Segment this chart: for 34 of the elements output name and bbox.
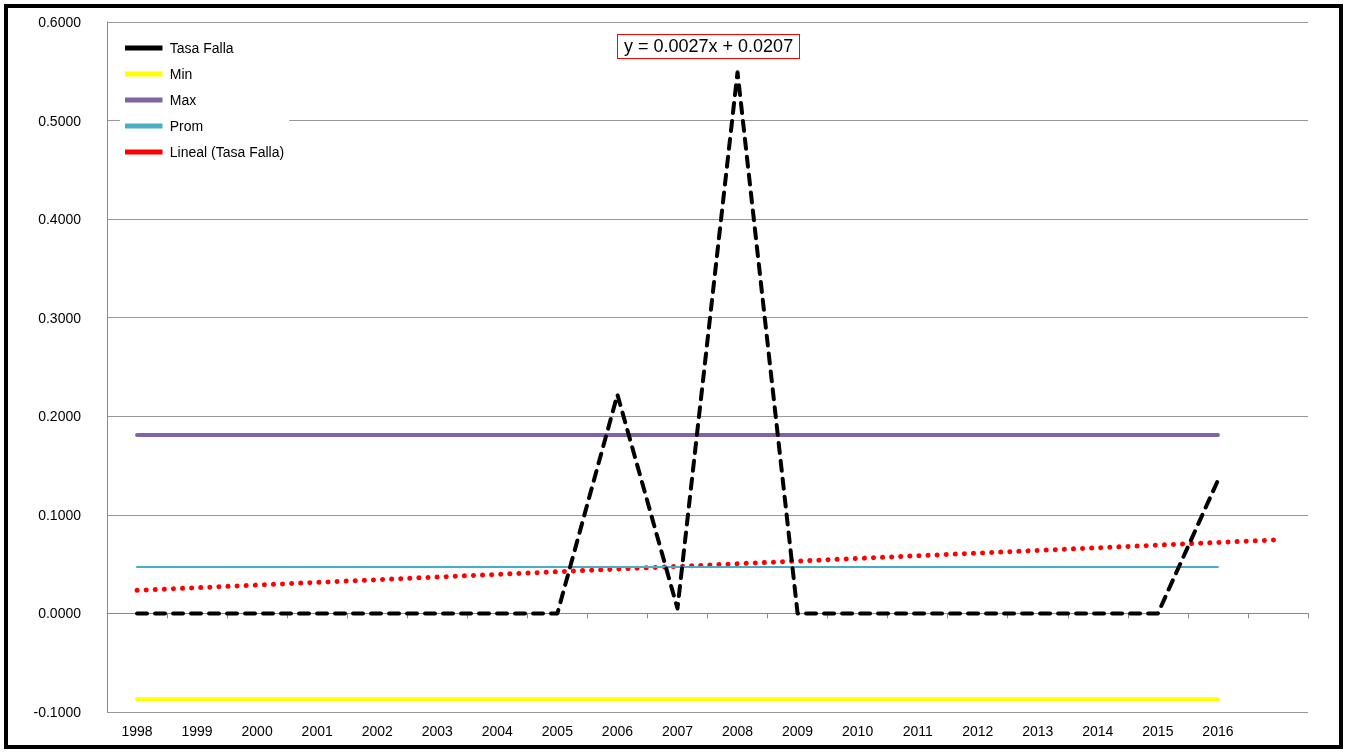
y-tick-label: 0.3000 [38,309,82,326]
legend-label: Prom [169,118,204,134]
y-tick-label: 0.0000 [38,605,82,622]
x-tick-label: 2000 [241,723,273,739]
x-tick-label: 2015 [1142,723,1174,739]
y-tick-label: -0.1000 [33,704,82,720]
legend-label: Lineal (Tasa Falla) [169,144,285,160]
x-tick-label: 2011 [902,723,933,739]
x-tick-label: 2008 [721,723,754,739]
legend-label: Tasa Falla [169,40,234,56]
x-tick-label: 2006 [601,723,634,739]
y-tick-label: 0.5000 [38,112,82,129]
x-tick-label: 2013 [1022,723,1054,739]
annotation: y = 0.0027x + 0.0207 [617,34,801,59]
y-tick-label: 0.1000 [38,506,82,523]
x-tick-label: 2010 [842,723,874,739]
y-tick-label: 0.2000 [38,408,82,425]
x-tick-label: 2007 [661,723,694,739]
x-tick-label: 2012 [962,723,994,739]
x-tick-label: 2001 [301,723,333,739]
x-tick-label: 2016 [1202,723,1234,739]
x-tick-label: 2014 [1082,723,1114,739]
x-tick-label: 2004 [481,723,514,739]
x-tick-label: 1999 [181,723,213,739]
x-tick-label: 2003 [421,723,454,739]
x-tick-label: 2002 [361,723,394,739]
legend-label: Min [169,66,193,82]
x-tick-label: 2009 [782,723,814,739]
x-tick-label: 1998 [121,723,153,739]
line-series [135,70,1220,616]
y-tick-label: 0.4000 [38,211,82,228]
y-tick-label: 0.6000 [38,14,82,30]
legend-label: Max [169,92,197,108]
x-tick-label: 2005 [541,723,574,739]
